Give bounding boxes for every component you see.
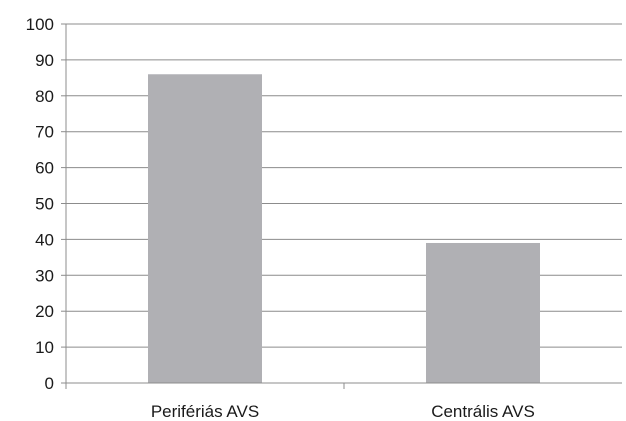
y-tick-label-20: 20 xyxy=(35,302,54,321)
y-tick-label-100: 100 xyxy=(26,15,54,34)
x-category-label-1: Perifériás AVS xyxy=(151,402,259,421)
y-tick-label-50: 50 xyxy=(35,195,54,214)
bars xyxy=(148,74,540,383)
x-category-label-2: Centrális AVS xyxy=(431,402,535,421)
y-tick-label-90: 90 xyxy=(35,51,54,70)
y-tick-label-60: 60 xyxy=(35,159,54,178)
y-tick-label-80: 80 xyxy=(35,87,54,106)
y-tick-label-0: 0 xyxy=(45,374,54,393)
y-tick-label-40: 40 xyxy=(35,230,54,249)
bar-1 xyxy=(148,74,262,383)
y-tick-label-70: 70 xyxy=(35,123,54,142)
y-tick-label-30: 30 xyxy=(35,266,54,285)
axes xyxy=(61,23,622,389)
y-tick-label-10: 10 xyxy=(35,338,54,357)
labels: 0 10 20 30 40 50 60 70 80 90 100 Perifériás AVS Cent… xyxy=(26,15,535,421)
bar-2 xyxy=(426,242,540,383)
